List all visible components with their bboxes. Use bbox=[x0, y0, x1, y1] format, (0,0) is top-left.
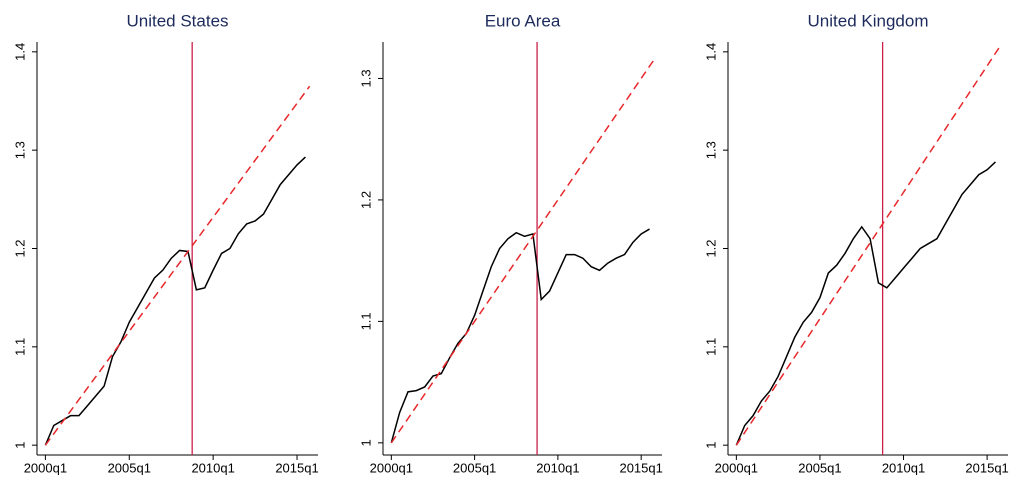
panel-title: Euro Area bbox=[485, 11, 561, 30]
panel-title: United States bbox=[126, 11, 228, 30]
trend-line bbox=[44, 85, 311, 446]
data-line bbox=[735, 161, 996, 446]
x-tick-label: 2015q1 bbox=[619, 460, 662, 475]
y-tick-label: 1.4 bbox=[12, 43, 27, 61]
trend-line bbox=[735, 46, 1001, 446]
x-tick-label: 2005q1 bbox=[108, 460, 151, 475]
y-tick-label: 1 bbox=[358, 439, 373, 446]
x-tick-label: 2000q1 bbox=[715, 460, 758, 475]
data-line bbox=[390, 228, 650, 444]
x-tick-label: 2010q1 bbox=[536, 460, 579, 475]
y-tick-label: 1.3 bbox=[358, 69, 373, 87]
y-tick-label: 1.1 bbox=[358, 312, 373, 330]
x-tick-label: 2000q1 bbox=[24, 460, 67, 475]
y-tick-label: 1.2 bbox=[358, 191, 373, 209]
y-tick-label: 1.1 bbox=[703, 338, 718, 356]
y-tick-label: 1.3 bbox=[703, 141, 718, 159]
x-tick-label: 2010q1 bbox=[882, 460, 925, 475]
x-tick-label: 2015q1 bbox=[965, 460, 1008, 475]
y-tick-label: 1.4 bbox=[703, 43, 718, 61]
y-tick-label: 1 bbox=[703, 442, 718, 449]
data-line bbox=[44, 156, 306, 446]
x-tick-label: 2000q1 bbox=[370, 460, 413, 475]
y-tick-label: 1.2 bbox=[703, 239, 718, 257]
y-tick-label: 1.1 bbox=[12, 338, 27, 356]
trend-line bbox=[390, 59, 655, 444]
panel-title: United Kingdom bbox=[808, 11, 929, 30]
x-tick-label: 2005q1 bbox=[453, 460, 496, 475]
x-tick-label: 2015q1 bbox=[275, 460, 318, 475]
y-tick-label: 1.3 bbox=[12, 141, 27, 159]
y-tick-label: 1.2 bbox=[12, 239, 27, 257]
x-tick-label: 2010q1 bbox=[191, 460, 234, 475]
x-tick-label: 2005q1 bbox=[798, 460, 841, 475]
y-tick-label: 1 bbox=[12, 442, 27, 449]
